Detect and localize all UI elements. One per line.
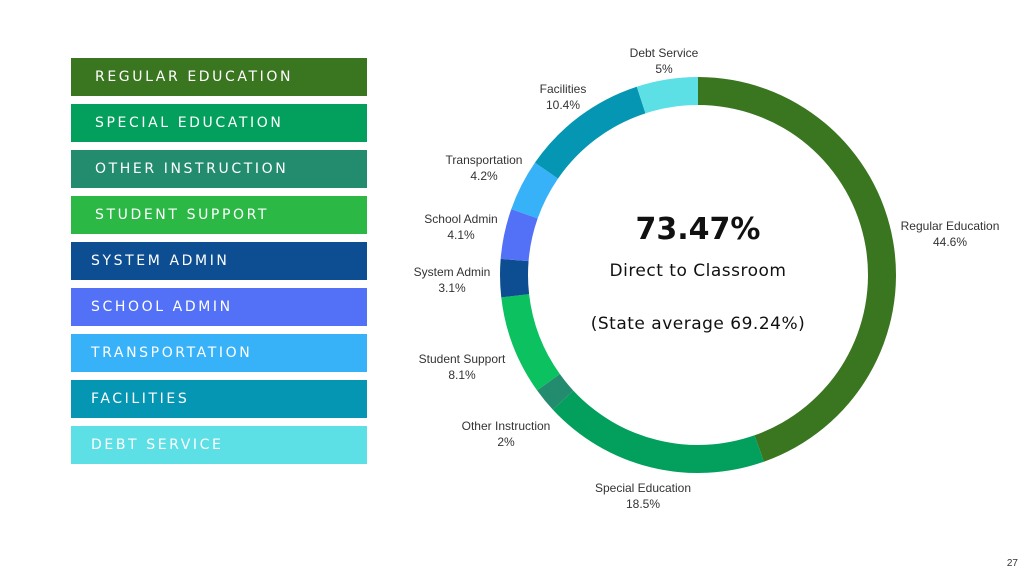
slice-system-admin — [500, 258, 530, 298]
slice-label-school-admin: School Admin 4.1% — [424, 211, 497, 243]
slice-special-education — [552, 390, 764, 473]
slice-label-name: Other Instruction — [461, 419, 551, 433]
slice-student-support — [501, 294, 560, 391]
legend-item-regular-education: REGULAR EDUCATION — [71, 58, 367, 96]
slice-label-name: Debt Service — [629, 46, 699, 60]
slice-label-regular-education: Regular Education 44.6% — [901, 218, 1000, 250]
slice-label-debt-service: Debt Service 5% — [630, 45, 699, 77]
slice-label-name: Facilities — [539, 82, 587, 96]
page-number: 27 — [1006, 558, 1018, 569]
slice-regular-education — [698, 77, 897, 462]
slice-label-name: Transportation — [445, 153, 523, 167]
slice-label-value: 4.1% — [447, 228, 475, 242]
slice-label-student-support: Student Support 8.1% — [419, 351, 506, 383]
slice-debt-service — [636, 77, 698, 114]
slice-school-admin — [500, 209, 538, 262]
slice-label-value: 2% — [497, 435, 515, 449]
slice-label-value: 5% — [655, 62, 673, 76]
slice-label-name: System Admin — [413, 265, 491, 279]
legend-item-student-support: STUDENT SUPPORT — [71, 196, 367, 234]
legend-item-other-instruction: OTHER INSTRUCTION — [71, 150, 367, 188]
slice-label-other-instruction: Other Instruction 2% — [462, 418, 551, 450]
legend-item-debt-service: DEBT SERVICE — [71, 426, 367, 464]
slice-facilities — [534, 86, 646, 179]
legend-item-facilities: FACILITIES — [71, 380, 367, 418]
slice-transportation — [511, 162, 558, 219]
center-headline: 73.47% — [635, 212, 761, 247]
slice-label-system-admin: System Admin 3.1% — [414, 264, 491, 296]
slice-label-value: 3.1% — [438, 281, 466, 295]
legend-item-transportation: TRANSPORTATION — [71, 334, 367, 372]
slice-label-special-education: Special Education 18.5% — [595, 480, 691, 512]
slice-label-name: Special Education — [594, 481, 692, 495]
slice-label-facilities: Facilities 10.4% — [540, 81, 587, 113]
slice-label-value: 44.6% — [932, 235, 968, 249]
slice-label-value: 10.4% — [545, 98, 581, 112]
legend-item-system-admin: SYSTEM ADMIN — [71, 242, 367, 280]
slice-other-instruction — [537, 374, 574, 410]
slice-label-name: School Admin — [424, 212, 498, 226]
center-subtitle: Direct to Classroom — [609, 261, 787, 281]
slice-label-value: 18.5% — [625, 497, 661, 511]
legend-item-special-education: SPECIAL EDUCATION — [71, 104, 367, 142]
legend-item-school-admin: SCHOOL ADMIN — [71, 288, 367, 326]
slice-label-value: 8.1% — [448, 368, 476, 382]
slice-label-value: 4.2% — [470, 169, 498, 183]
slice-label-name: Student Support — [418, 352, 506, 366]
slice-label-transportation: Transportation 4.2% — [446, 152, 523, 184]
center-note: (State average 69.24%) — [590, 314, 806, 334]
slice-label-name: Regular Education — [900, 219, 1000, 233]
